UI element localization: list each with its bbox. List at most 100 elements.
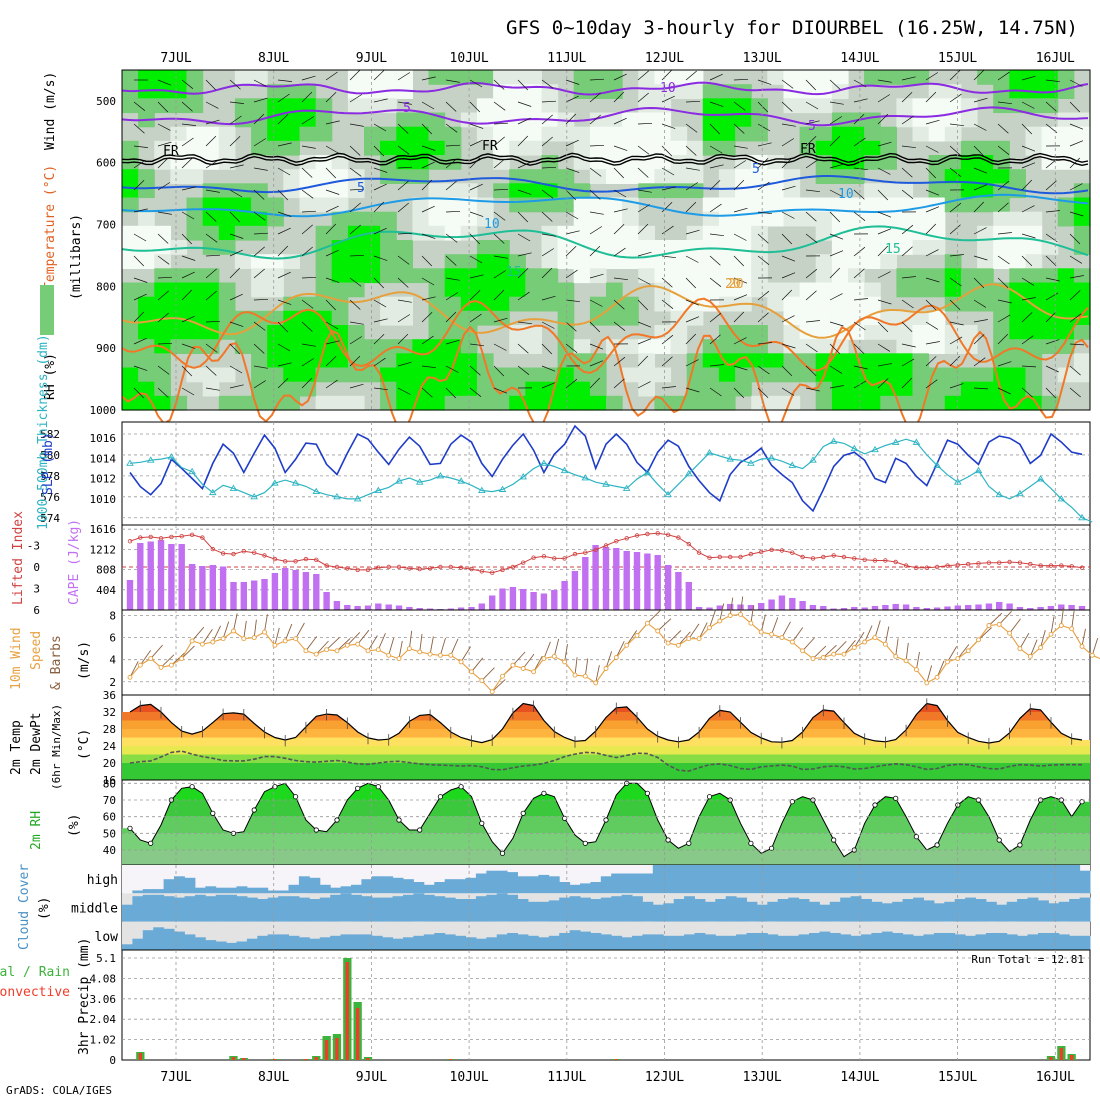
rh-cell — [686, 169, 704, 184]
rh-cell — [848, 254, 865, 269]
rh-cell — [138, 240, 155, 255]
rh-cell — [186, 211, 204, 227]
wind-barb — [349, 355, 361, 367]
cloud-cell — [871, 933, 883, 950]
rh-cell — [928, 367, 946, 383]
rh-cell — [476, 126, 494, 142]
rh-cell — [977, 140, 994, 156]
rh-cell — [347, 268, 365, 284]
li-point — [583, 550, 588, 555]
y-tick-label: 404 — [96, 584, 116, 597]
rh-cell — [1025, 381, 1043, 397]
rh-cell — [960, 155, 978, 170]
li-point — [893, 559, 898, 565]
rh-cell — [412, 225, 430, 241]
temperature-contours — [121, 81, 1089, 432]
wind10m-speed-line — [127, 611, 1100, 695]
wind-barb — [397, 314, 410, 323]
wind-speed-point — [1007, 630, 1013, 636]
wind-barb — [202, 628, 213, 645]
rh-cell — [638, 268, 655, 284]
wind-barb — [895, 638, 899, 657]
wind-barb — [757, 387, 769, 398]
rh-cell — [589, 112, 607, 128]
cloud-cell — [132, 938, 144, 950]
cloud-cell — [226, 942, 237, 950]
li-point — [458, 565, 464, 570]
li-point — [841, 554, 847, 560]
wind-speed-point — [841, 651, 847, 657]
wind-barb — [997, 123, 1009, 134]
cape-bar — [685, 582, 692, 610]
thickness-point — [395, 477, 403, 484]
rh-cell — [702, 211, 720, 227]
wind-barb — [253, 380, 266, 389]
cloud-cell — [809, 865, 820, 894]
wind-barb — [709, 164, 724, 169]
wind-barb — [805, 120, 820, 125]
cape-bar — [830, 608, 837, 610]
wind-barb — [877, 343, 891, 352]
cloud-row-label: low — [95, 930, 119, 945]
cloud-cell — [881, 903, 893, 922]
wind-barb — [709, 364, 724, 367]
rh-cell — [315, 282, 333, 298]
rh-cell — [735, 381, 752, 397]
wind-barb — [973, 201, 985, 213]
rh-cell — [428, 225, 446, 241]
wind-barb — [133, 365, 148, 371]
cloud-cell — [600, 876, 612, 894]
wind-barb — [877, 79, 892, 83]
wind-barb — [949, 321, 964, 326]
y-tick-label: 16 — [103, 774, 116, 787]
wind-barb — [685, 299, 700, 306]
wind-barb — [277, 299, 292, 305]
ylabel-rh-unit: (%) — [67, 814, 82, 837]
wind-barb — [709, 387, 722, 397]
li-point — [241, 549, 246, 554]
rh-cell — [638, 84, 655, 99]
wind-barb — [517, 189, 532, 195]
wind-barb — [925, 189, 940, 196]
cloud-cell — [257, 935, 269, 950]
wind-barb — [349, 145, 361, 156]
wind-barb — [661, 202, 673, 213]
wind-barb — [421, 233, 436, 239]
ylabel-convective: Convective — [0, 985, 70, 1000]
rh-cell — [589, 197, 607, 213]
cloud-cell — [861, 865, 872, 894]
wind-speed-point — [386, 652, 392, 658]
wind-speed-point — [665, 640, 671, 646]
rh-cell — [654, 140, 672, 156]
wind-barb — [637, 223, 649, 235]
rh-cell — [331, 395, 349, 411]
thickness-point — [478, 486, 486, 493]
li-point — [997, 560, 1002, 565]
rh-cell — [751, 353, 768, 369]
thickness-point — [664, 490, 672, 498]
thickness-point — [850, 444, 859, 452]
wind-barb — [661, 186, 676, 191]
wind-barb — [139, 650, 151, 666]
rh-cell — [476, 70, 494, 85]
wind-barb — [997, 202, 1009, 213]
rh-cell — [606, 197, 623, 213]
cloud-cell — [455, 879, 466, 894]
wind-barb — [829, 116, 842, 125]
rh-cell — [944, 395, 962, 411]
wind-barb — [253, 246, 265, 257]
wind-barb — [493, 289, 505, 301]
rh-cell — [557, 197, 575, 213]
wind-barb — [661, 225, 674, 235]
wind-barb — [685, 387, 700, 393]
rh-cell — [541, 169, 559, 184]
rh-cell — [364, 268, 381, 284]
rh-cell — [154, 353, 171, 369]
cape-bar — [364, 605, 372, 610]
wind-barb — [853, 343, 865, 354]
rh-cell — [186, 367, 204, 383]
wind-barb — [925, 379, 938, 389]
rh-cell — [864, 112, 881, 128]
wind-barb — [589, 189, 601, 200]
